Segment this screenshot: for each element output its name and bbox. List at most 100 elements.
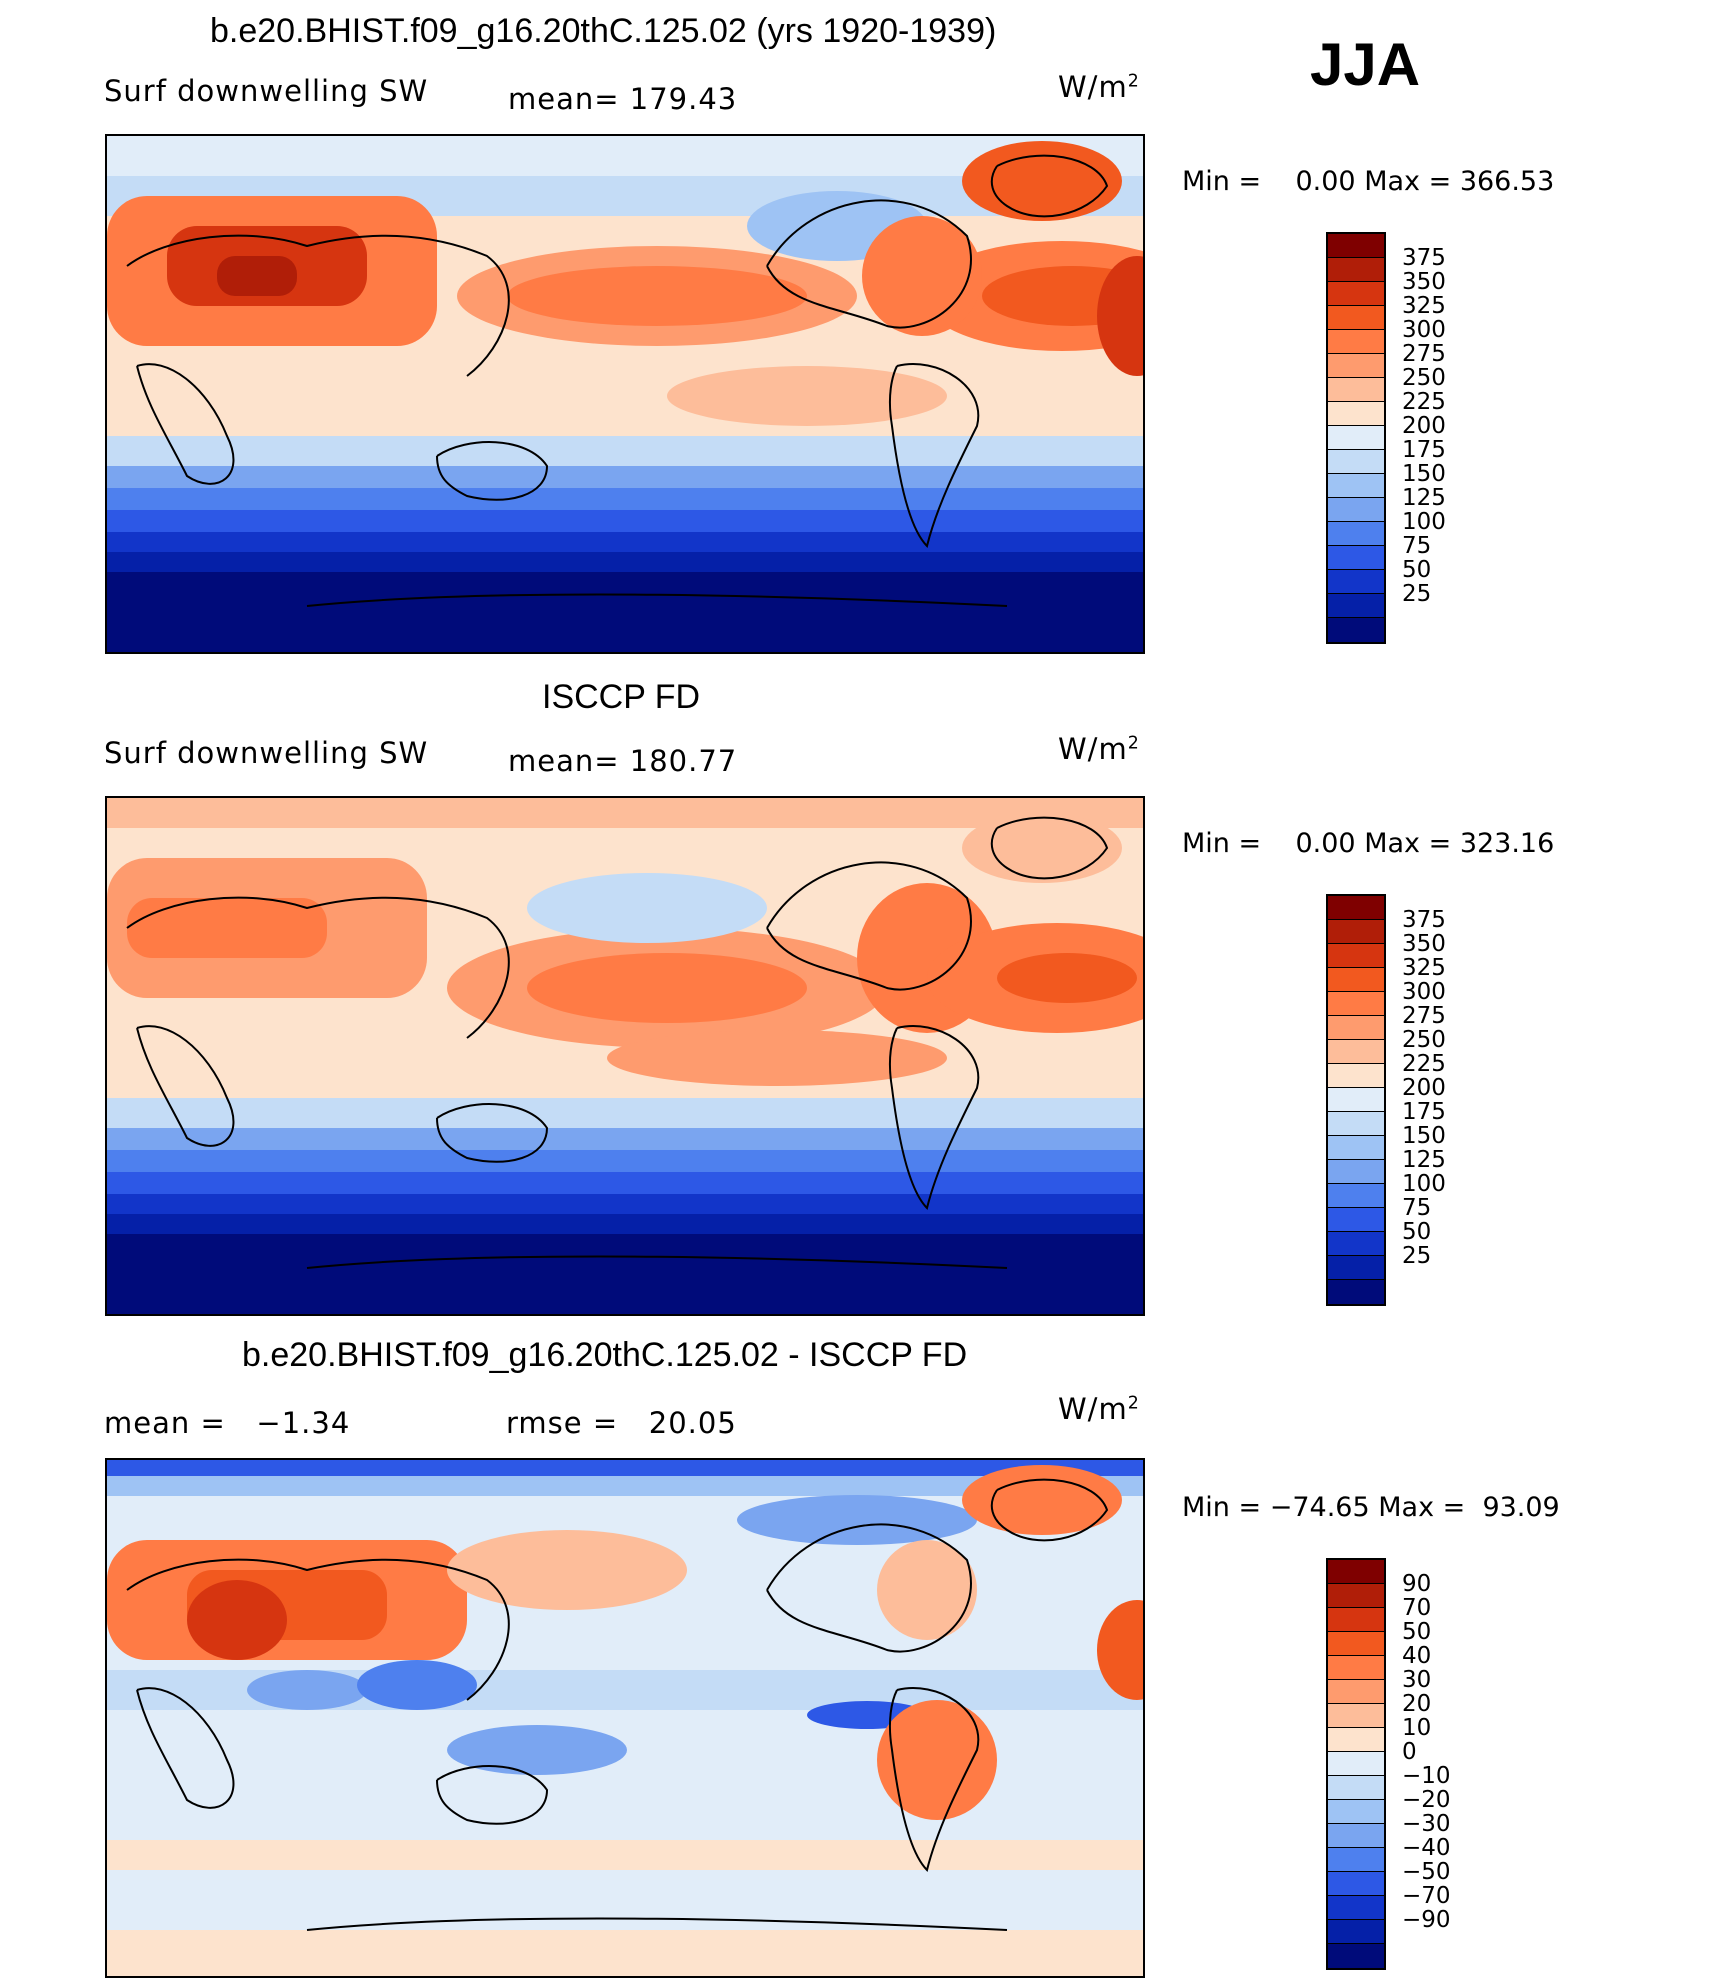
colorbar-label: 275 xyxy=(1402,1003,1446,1029)
colorbar-swatch xyxy=(1328,944,1384,968)
panel-2-title: ISCCP FD xyxy=(542,678,701,716)
colorbar-label: 70 xyxy=(1402,1595,1432,1621)
panel-3-units: W/m2 xyxy=(1058,1392,1140,1426)
panel-3-colorbar xyxy=(1326,1558,1386,1970)
colorbar-label: −30 xyxy=(1402,1811,1451,1837)
colorbar-swatch xyxy=(1328,1184,1384,1208)
colorbar-swatch xyxy=(1328,1160,1384,1184)
colorbar-swatch xyxy=(1328,354,1384,378)
colorbar-label: −70 xyxy=(1402,1883,1451,1909)
colorbar-swatch xyxy=(1328,992,1384,1016)
colorbar-swatch xyxy=(1328,1016,1384,1040)
colorbar-swatch xyxy=(1328,1800,1384,1824)
colorbar-swatch xyxy=(1328,1776,1384,1800)
colorbar-label: 100 xyxy=(1402,1171,1446,1197)
colorbar-swatch xyxy=(1328,1848,1384,1872)
colorbar-swatch xyxy=(1328,426,1384,450)
colorbar-label: −50 xyxy=(1402,1859,1451,1885)
colorbar-swatch xyxy=(1328,258,1384,282)
colorbar-label: −10 xyxy=(1402,1763,1451,1789)
colorbar-label: 375 xyxy=(1402,245,1446,271)
colorbar-label: 375 xyxy=(1402,907,1446,933)
colorbar-label: 350 xyxy=(1402,269,1446,295)
colorbar-label: 90 xyxy=(1402,1571,1432,1597)
colorbar-swatch xyxy=(1328,1584,1384,1608)
panel-3-rmse: rmse = 20.05 xyxy=(506,1406,737,1440)
colorbar-label: 40 xyxy=(1402,1643,1432,1669)
colorbar-swatch xyxy=(1328,1560,1384,1584)
panel-1-colorbar xyxy=(1326,232,1386,644)
colorbar-swatch xyxy=(1328,1256,1384,1280)
panel-3-map xyxy=(105,1458,1145,1978)
panel-3-title: b.e20.BHIST.f09_g16.20thC.125.02 - ISCCP… xyxy=(242,1336,968,1374)
panel-1-units: W/m2 xyxy=(1058,70,1140,104)
colorbar-swatch xyxy=(1328,1632,1384,1656)
colorbar-swatch xyxy=(1328,1680,1384,1704)
colorbar-label: 125 xyxy=(1402,1147,1446,1173)
colorbar-swatch xyxy=(1328,234,1384,258)
colorbar-swatch xyxy=(1328,1208,1384,1232)
colorbar-swatch xyxy=(1328,498,1384,522)
colorbar-label: 10 xyxy=(1402,1715,1432,1741)
colorbar-swatch xyxy=(1328,896,1384,920)
colorbar-swatch xyxy=(1328,522,1384,546)
colorbar-label: 50 xyxy=(1402,557,1432,583)
colorbar-label: 20 xyxy=(1402,1691,1432,1717)
colorbar-swatch xyxy=(1328,378,1384,402)
colorbar-swatch xyxy=(1328,920,1384,944)
colorbar-swatch xyxy=(1328,1136,1384,1160)
colorbar-swatch xyxy=(1328,594,1384,618)
colorbar-label: 200 xyxy=(1402,413,1446,439)
colorbar-swatch xyxy=(1328,306,1384,330)
panel-2-variable: Surf downwelling SW xyxy=(104,736,429,770)
colorbar-label: 300 xyxy=(1402,979,1446,1005)
colorbar-label: 325 xyxy=(1402,955,1446,981)
panel-2-map xyxy=(105,796,1145,1316)
season-label: JJA xyxy=(1310,31,1421,98)
colorbar-label: 50 xyxy=(1402,1619,1432,1645)
colorbar-label: 250 xyxy=(1402,1027,1446,1053)
colorbar-swatch xyxy=(1328,1896,1384,1920)
colorbar-label: 25 xyxy=(1402,581,1432,607)
colorbar-swatch xyxy=(1328,1112,1384,1136)
colorbar-label: 125 xyxy=(1402,485,1446,511)
colorbar-swatch xyxy=(1328,968,1384,992)
colorbar-label: 250 xyxy=(1402,365,1446,391)
colorbar-label: 225 xyxy=(1402,389,1446,415)
colorbar-swatch xyxy=(1328,1040,1384,1064)
colorbar-swatch xyxy=(1328,1608,1384,1632)
colorbar-swatch xyxy=(1328,282,1384,306)
colorbar-label: 50 xyxy=(1402,1219,1432,1245)
colorbar-label: 175 xyxy=(1402,1099,1446,1125)
colorbar-swatch xyxy=(1328,1752,1384,1776)
panel-3-minmax: Min = −74.65 Max = 93.09 xyxy=(1182,1492,1560,1523)
colorbar-swatch xyxy=(1328,450,1384,474)
colorbar-swatch xyxy=(1328,402,1384,426)
panel-2-colorbar xyxy=(1326,894,1386,1306)
colorbar-swatch xyxy=(1328,1728,1384,1752)
panel-1-mean: mean= 179.43 xyxy=(508,82,738,116)
colorbar-swatch xyxy=(1328,330,1384,354)
colorbar-label: 0 xyxy=(1402,1739,1417,1765)
colorbar-swatch xyxy=(1328,1280,1384,1304)
colorbar-swatch xyxy=(1328,1088,1384,1112)
colorbar-label: 75 xyxy=(1402,533,1432,559)
colorbar-label: 300 xyxy=(1402,317,1446,343)
colorbar-swatch xyxy=(1328,1656,1384,1680)
panel-2-mean: mean= 180.77 xyxy=(508,744,738,778)
colorbar-swatch xyxy=(1328,1704,1384,1728)
colorbar-swatch xyxy=(1328,546,1384,570)
colorbar-label: 350 xyxy=(1402,931,1446,957)
colorbar-label: 325 xyxy=(1402,293,1446,319)
colorbar-label: −20 xyxy=(1402,1787,1451,1813)
colorbar-label: −40 xyxy=(1402,1835,1451,1861)
colorbar-swatch xyxy=(1328,1232,1384,1256)
panel-1-title: b.e20.BHIST.f09_g16.20thC.125.02 (yrs 19… xyxy=(210,12,997,50)
colorbar-label: 175 xyxy=(1402,437,1446,463)
colorbar-label: 75 xyxy=(1402,1195,1432,1221)
colorbar-label: 225 xyxy=(1402,1051,1446,1077)
colorbar-label: 25 xyxy=(1402,1243,1432,1269)
colorbar-label: −90 xyxy=(1402,1907,1451,1933)
panel-2-minmax: Min = 0.00 Max = 323.16 xyxy=(1182,828,1555,859)
colorbar-swatch xyxy=(1328,1944,1384,1968)
